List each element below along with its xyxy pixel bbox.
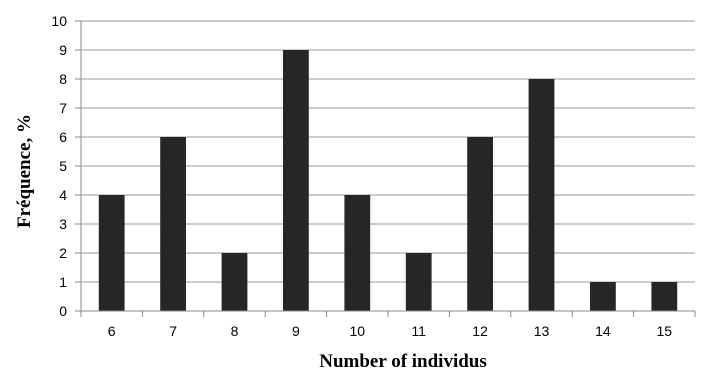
- bar-7: [160, 137, 186, 311]
- bar-9: [283, 50, 309, 311]
- bar-6: [98, 195, 125, 311]
- y-tick-label: 10: [51, 13, 67, 29]
- bars: [98, 50, 678, 311]
- x-tick-label: 10: [350, 323, 366, 339]
- y-tick-label: 4: [59, 187, 67, 203]
- bar-14: [590, 282, 616, 311]
- bar-10: [344, 195, 371, 311]
- x-axis-title: Number of individus: [319, 351, 487, 372]
- y-tick-label: 0: [59, 303, 67, 319]
- bar-13: [528, 79, 555, 311]
- bar-15: [651, 282, 678, 311]
- y-tick-label: 6: [59, 129, 67, 145]
- y-tick-label: 3: [59, 216, 67, 232]
- x-tick-label: 11: [411, 323, 426, 339]
- x-tick-label: 14: [595, 323, 611, 339]
- x-tick-label: 15: [657, 323, 673, 339]
- y-axis-title: Fréquence, %: [14, 114, 35, 228]
- y-tick-label: 5: [59, 158, 67, 174]
- y-tick-label: 1: [59, 274, 67, 290]
- y-tick-label: 2: [59, 245, 67, 261]
- bar-12: [467, 137, 493, 311]
- y-tick-label: 7: [59, 100, 67, 116]
- x-tick-label: 6: [108, 323, 116, 339]
- x-tick-labels: 6 7 8 9 10 11 12 13 14 15: [108, 323, 672, 339]
- x-tick-label: 12: [472, 323, 488, 339]
- y-tick-labels: 0 1 2 3 4 5 6 7 8 9 10: [51, 13, 67, 319]
- bar-11: [405, 253, 432, 311]
- x-tick-label: 8: [231, 323, 239, 339]
- bar-8: [221, 253, 248, 311]
- axes: [75, 20, 696, 317]
- y-tick-label: 8: [59, 71, 67, 87]
- y-tick-label: 9: [59, 42, 67, 58]
- x-tick-label: 13: [534, 323, 550, 339]
- x-tick-label: 7: [169, 323, 177, 339]
- x-tick-label: 9: [292, 323, 300, 339]
